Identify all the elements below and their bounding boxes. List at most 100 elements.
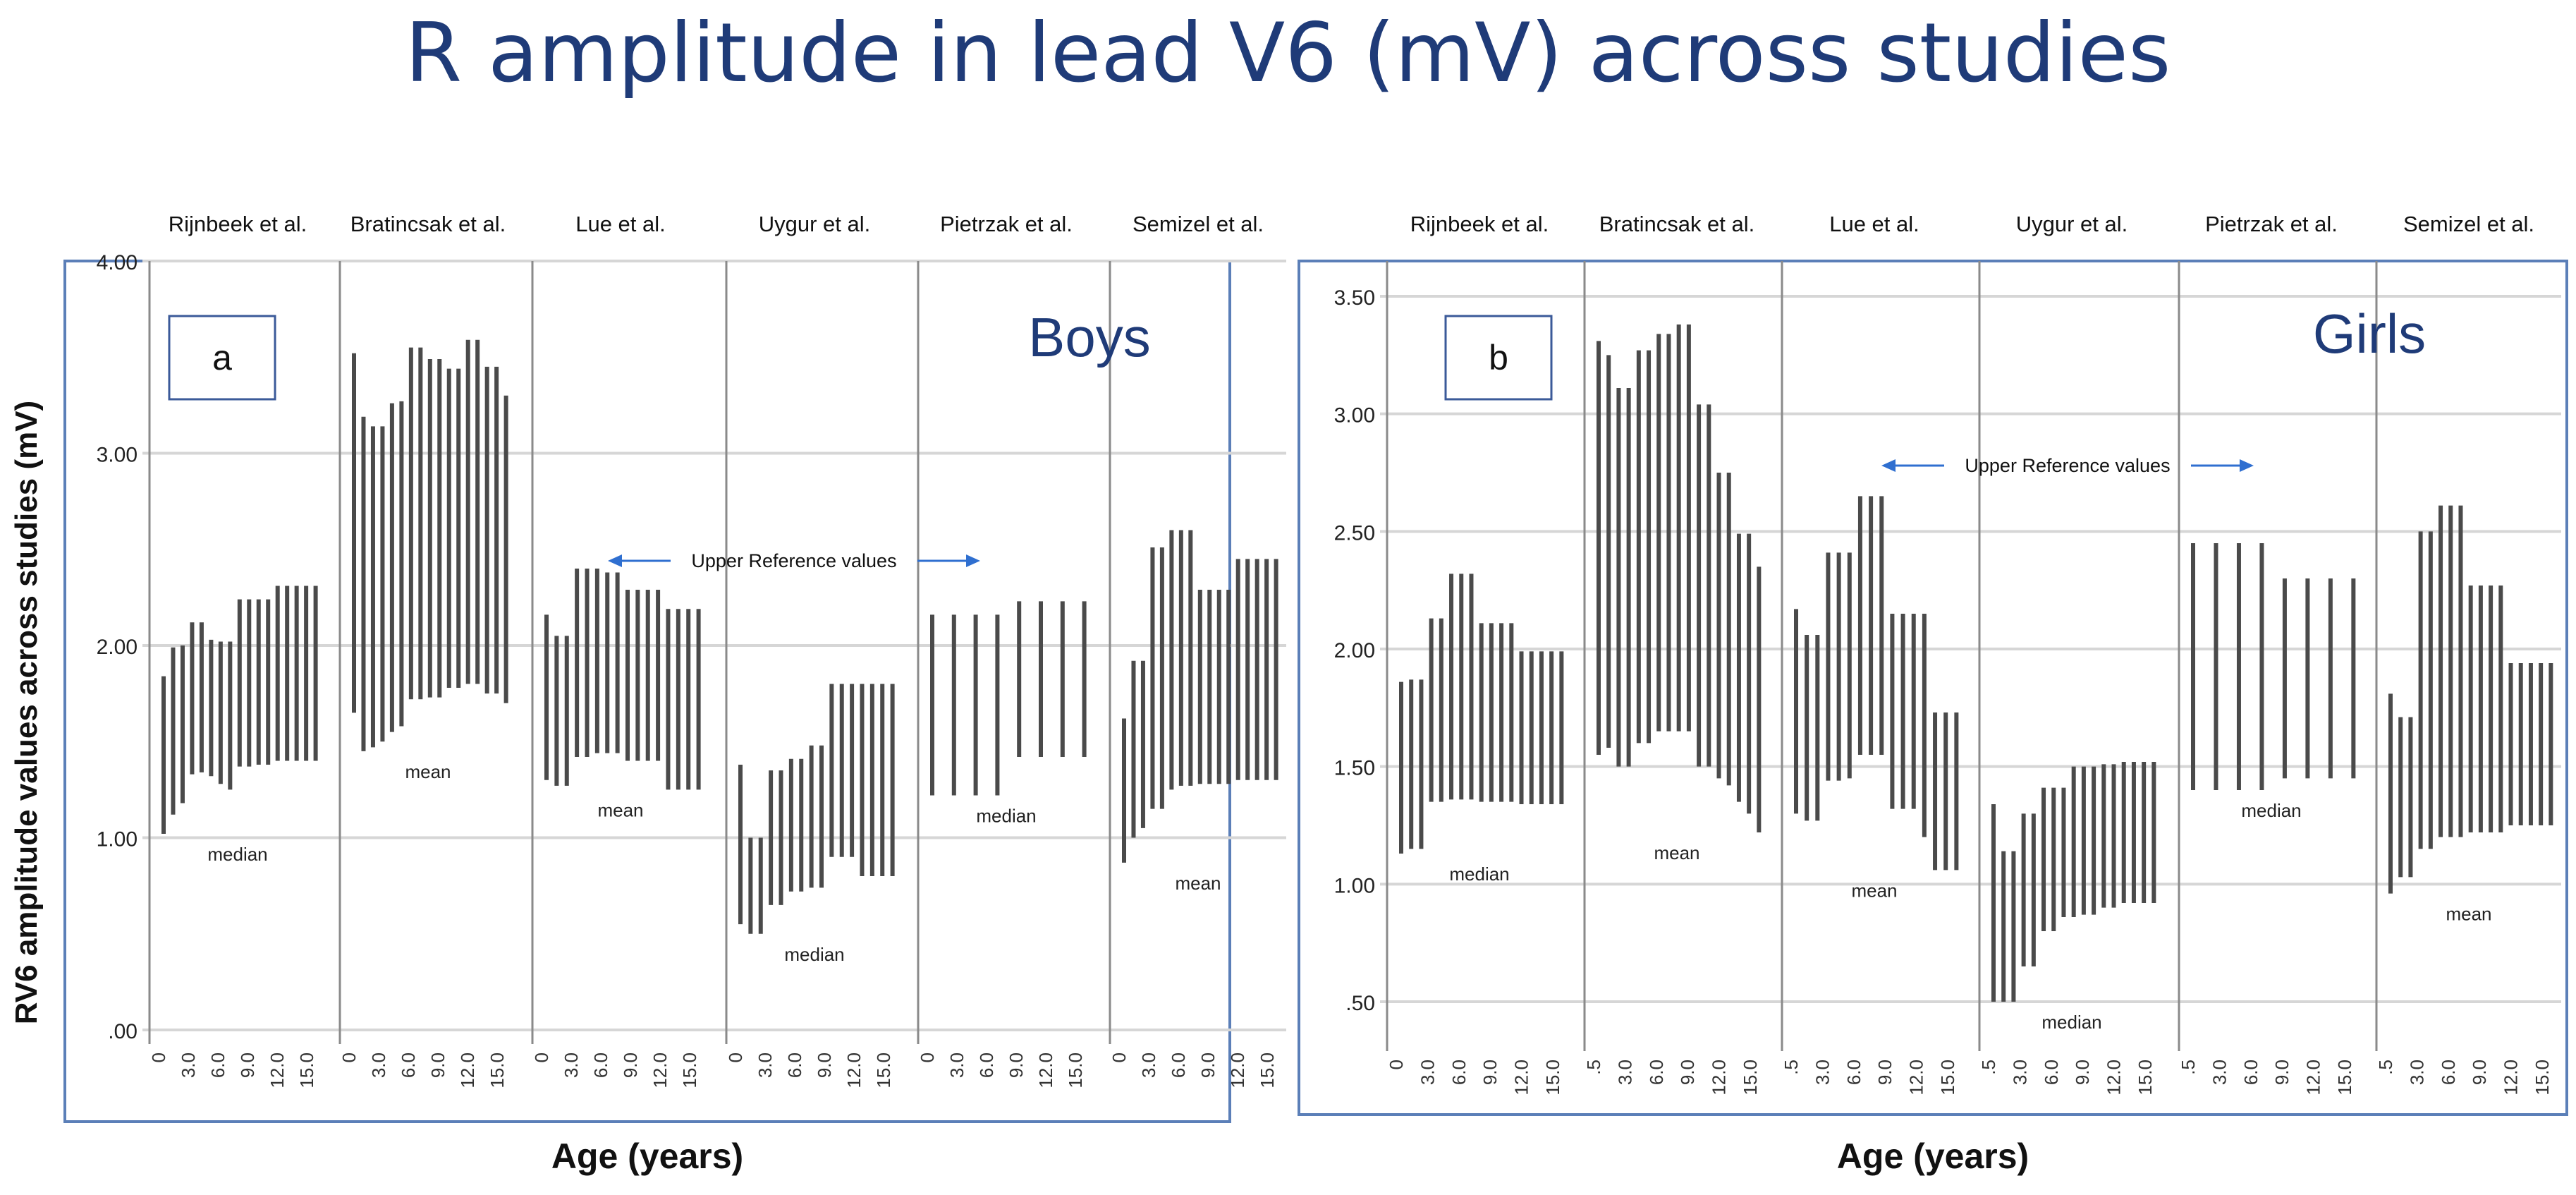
x-tick-label: 15.0 [873,1053,894,1088]
x-tick-label: 12.0 [267,1053,288,1088]
stat-label: mean [1654,842,1699,863]
x-tick-label: 0 [1109,1053,1130,1062]
chart-title: R amplitude in lead V6 (mV) across studi… [405,6,2171,101]
x-tick-label: 3.0 [1138,1053,1159,1078]
x-tick-label: 12.0 [1227,1053,1248,1088]
x-tick-label: 3.0 [755,1053,776,1078]
reference-annotation: Upper Reference values [1965,455,2170,476]
x-tick-label: 0 [917,1053,938,1062]
x-tick-label: 15.0 [1065,1053,1086,1088]
x-tick-label: .5 [1583,1060,1604,1075]
x-axis-label: Age (years) [1837,1136,2029,1176]
x-tick-label: 3.0 [368,1053,389,1078]
stat-label: median [976,806,1036,827]
stat-label: median [2041,1012,2101,1033]
facet-header: Bratincsak et al. [1599,212,1755,236]
x-tick-label: 6.0 [2041,1060,2062,1085]
x-tick-label: 12.0 [1035,1053,1056,1088]
facet-header: Semizel et al. [1133,212,1264,236]
y-tick-label: 3.50 [1334,286,1375,310]
y-tick-label: 2.00 [97,636,138,659]
x-tick-label: 12.0 [2104,1060,2125,1096]
stat-label: median [1449,863,1509,885]
y-tick-label: 2.00 [1334,639,1375,662]
stat-label: median [207,844,267,865]
x-tick-label: 3.0 [2209,1060,2230,1085]
x-tick-label: 9.0 [620,1053,641,1078]
facet-header: Rijnbeek et al. [1410,212,1549,236]
y-tick-label: .00 [108,1020,138,1043]
x-tick-label: 9.0 [2271,1060,2293,1085]
x-tick-label: 3.0 [561,1053,582,1078]
facet-header: Pietrzak et al. [2205,212,2338,236]
x-tick-label: 6.0 [784,1053,805,1078]
facet-header: Uygur et al. [2016,212,2128,236]
panel-letter: a [212,338,232,377]
x-tick-label: 15.0 [679,1053,700,1088]
x-tick-label: 12.0 [1906,1060,1927,1096]
x-tick-label: 15.0 [1542,1060,1563,1096]
x-tick-label: 3.0 [2406,1060,2427,1085]
panel-letter-box [1444,315,1553,401]
x-tick-label: 9.0 [814,1053,835,1078]
y-tick-label: 1.00 [97,828,138,851]
panel-letter-box [168,315,276,401]
x-tick-label: 6.0 [1168,1053,1189,1078]
reference-annotation: Upper Reference values [691,550,896,571]
x-tick-label: 9.0 [2469,1060,2490,1085]
y-tick-label: 1.50 [1334,757,1375,780]
x-tick-label: 15.0 [2334,1060,2355,1096]
x-tick-label: 12.0 [1511,1060,1532,1096]
x-tick-label: 3.0 [946,1053,967,1078]
x-tick-label: 15.0 [1740,1060,1761,1096]
x-tick-label: 12.0 [457,1053,478,1088]
x-axis-label: Age (years) [551,1136,743,1176]
x-tick-label: 12.0 [2303,1060,2324,1096]
x-tick-label: 6.0 [1843,1060,1864,1085]
y-tick-label: 4.00 [97,251,138,274]
facet-header: Rijnbeek et al. [169,212,307,236]
facet-header: Lue et al. [1829,212,1919,236]
facet-header: Bratincsak et al. [350,212,506,236]
x-tick-label: .5 [2178,1060,2199,1075]
y-tick-label: 1.00 [1334,874,1375,897]
stat-label: mean [1851,880,1897,901]
x-tick-label: 6.0 [398,1053,419,1078]
facet-header: Pietrzak et al. [940,212,1073,236]
x-tick-label: 3.0 [1614,1060,1635,1085]
stat-label: mean [597,799,643,820]
x-tick-label: 3.0 [1812,1060,1833,1085]
arrow-left-head [1881,459,1896,472]
x-tick-label: 12.0 [843,1053,865,1088]
x-tick-label: .5 [1781,1060,1802,1075]
x-tick-label: 6.0 [207,1053,228,1078]
stat-label: mean [2446,904,2491,925]
group-label: Girls [2313,303,2426,365]
x-tick-label: 9.0 [1197,1053,1219,1078]
x-tick-label: 9.0 [1479,1060,1501,1085]
x-tick-label: 9.0 [1006,1053,1027,1078]
x-tick-label: 15.0 [487,1053,508,1088]
x-tick-label: 3.0 [178,1053,199,1078]
x-tick-label: 9.0 [1874,1060,1896,1085]
x-tick-label: 15.0 [2532,1060,2553,1096]
group-label: Boys [1028,306,1150,368]
arrow-right-head [2240,459,2254,472]
y-tick-label: 2.50 [1334,521,1375,545]
y-tick-label: 3.00 [97,444,138,467]
x-tick-label: 12.0 [1709,1060,1730,1096]
x-tick-label: 6.0 [1646,1060,1667,1085]
panel-letter: b [1489,338,1508,377]
x-tick-label: 3.0 [2009,1060,2030,1085]
x-tick-label: 12.0 [649,1053,671,1088]
x-tick-label: 6.0 [2240,1060,2261,1085]
x-tick-label: 12.0 [2501,1060,2522,1096]
x-tick-label: 6.0 [1448,1060,1470,1085]
x-tick-label: 15.0 [1937,1060,1958,1096]
arrow-left-head [608,554,622,567]
x-tick-label: 0 [1386,1060,1407,1069]
x-tick-label: .5 [2375,1060,2396,1075]
arrow-right-head [966,554,980,567]
